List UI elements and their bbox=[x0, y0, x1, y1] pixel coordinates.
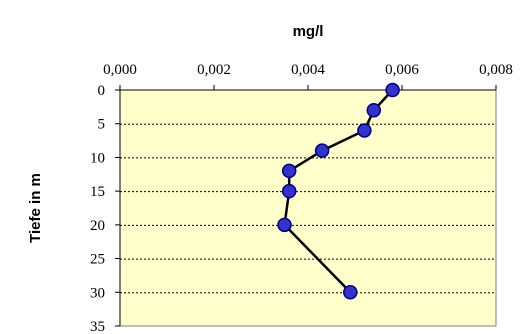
data-point-marker bbox=[366, 102, 382, 118]
y-tick-label: 15 bbox=[90, 184, 105, 200]
x-tick-label: 0,000 bbox=[103, 62, 137, 78]
x-tick-label: 0,002 bbox=[197, 62, 231, 78]
y-axis-title: Tiefe in m bbox=[27, 173, 44, 243]
x-tick-label: 0,004 bbox=[291, 62, 325, 78]
data-point-marker bbox=[277, 217, 292, 233]
y-axis-ticks: 0 5 10 15 20 25 30 35 bbox=[90, 83, 121, 334]
data-point-marker bbox=[314, 143, 330, 158]
data-point-marker bbox=[281, 163, 297, 179]
plot-area-group bbox=[119, 89, 497, 327]
data-point-marker bbox=[357, 123, 372, 138]
plot-area bbox=[120, 90, 496, 326]
y-tick-label: 5 bbox=[98, 117, 106, 133]
y-tick-label: 0 bbox=[98, 83, 106, 99]
data-point-marker bbox=[385, 82, 400, 98]
y-tick-label: 20 bbox=[90, 218, 105, 234]
x-tick-label: 0,006 bbox=[385, 62, 419, 78]
data-point-marker bbox=[281, 183, 297, 199]
x-axis-title: mg/l bbox=[293, 23, 324, 40]
series-layer bbox=[277, 82, 400, 300]
x-axis-ticks: 0,000 0,002 0,004 0,006 0,008 bbox=[103, 62, 513, 91]
y-tick-label: 10 bbox=[90, 150, 105, 166]
y-tick-label: 25 bbox=[90, 252, 105, 268]
y-tick-label: 35 bbox=[90, 319, 105, 334]
x-tick-label: 0,008 bbox=[479, 62, 513, 78]
data-point-marker bbox=[343, 285, 358, 300]
y-tick-label: 30 bbox=[90, 285, 105, 301]
